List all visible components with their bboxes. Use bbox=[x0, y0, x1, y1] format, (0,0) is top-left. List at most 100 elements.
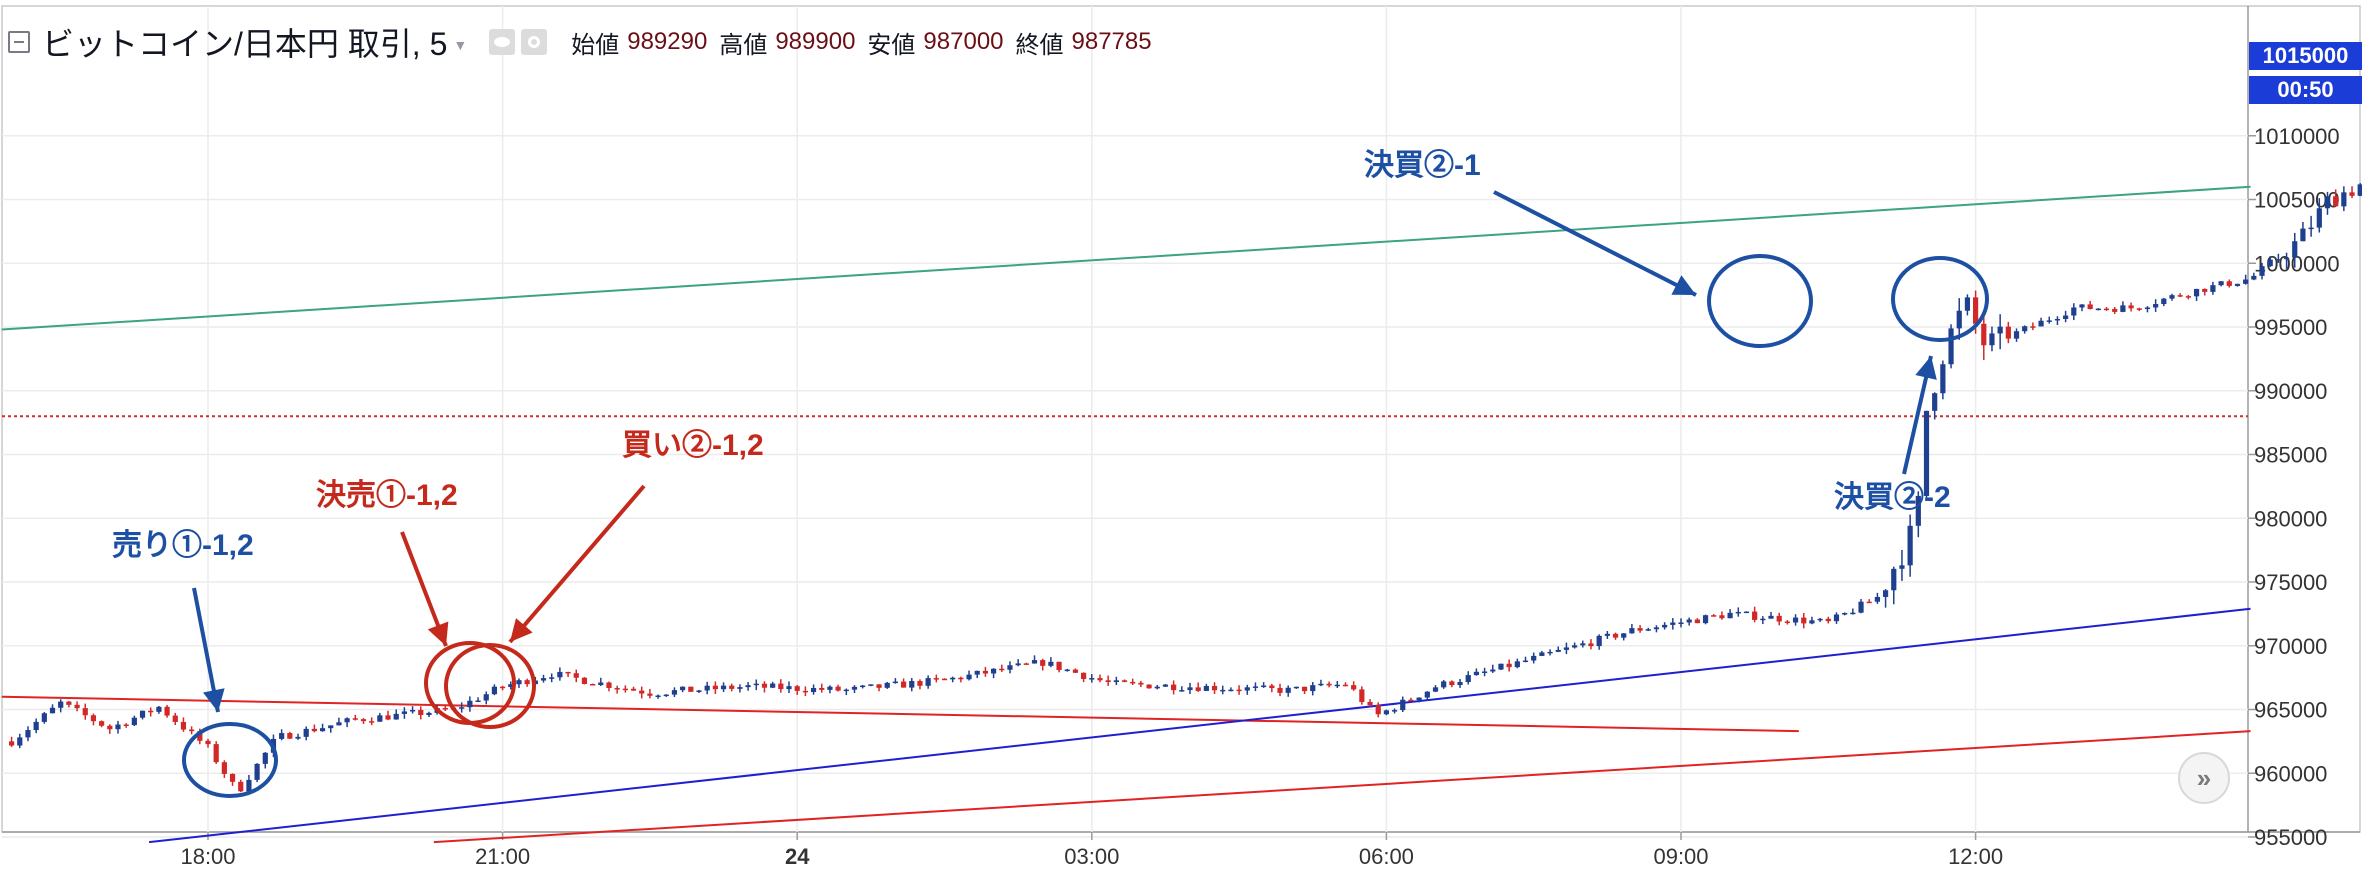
candle-body bbox=[2218, 281, 2224, 286]
candle-body bbox=[213, 744, 219, 763]
time-tick-label: 24 bbox=[785, 844, 810, 869]
trendline[interactable] bbox=[1, 185, 2251, 331]
candle-body bbox=[311, 728, 317, 732]
collapse-icon[interactable] bbox=[8, 31, 30, 53]
candle-body bbox=[982, 670, 989, 674]
candle-body bbox=[1179, 690, 1185, 692]
candle-body bbox=[1023, 663, 1029, 665]
candle-body bbox=[1612, 633, 1619, 638]
candle-body bbox=[1171, 684, 1177, 691]
candle-body bbox=[1473, 671, 1480, 676]
price-tick-label: 985000 bbox=[2254, 443, 2327, 468]
candle-body bbox=[1923, 410, 1930, 496]
candle-body bbox=[74, 704, 80, 709]
time-tick-label: 18:00 bbox=[180, 844, 235, 869]
candle-body bbox=[1907, 525, 1913, 566]
candle-body bbox=[2169, 295, 2175, 299]
gear-icon[interactable] bbox=[521, 29, 548, 55]
candle-body bbox=[1964, 297, 1971, 311]
candle-body bbox=[1792, 617, 1799, 623]
candle-body bbox=[1842, 612, 1848, 615]
candle-body bbox=[58, 701, 64, 708]
candle-body bbox=[1228, 689, 1234, 692]
candle-body bbox=[2112, 308, 2118, 312]
candle-body bbox=[1768, 615, 1774, 619]
candle-body bbox=[1531, 655, 1537, 661]
candle-body bbox=[1391, 710, 1398, 712]
candle-body bbox=[581, 677, 588, 685]
candle-body bbox=[385, 715, 391, 720]
candle-body bbox=[189, 729, 195, 732]
candle-body bbox=[2292, 241, 2298, 258]
candle-body bbox=[1735, 611, 1741, 614]
candle-body bbox=[148, 710, 154, 713]
time-tick-label: 12:00 bbox=[1948, 844, 2003, 869]
candle-body bbox=[1899, 565, 1905, 569]
candle-body bbox=[974, 670, 980, 675]
candle-body bbox=[491, 686, 498, 695]
candle-body bbox=[2103, 308, 2110, 311]
candle-body bbox=[1203, 686, 1209, 691]
candle-body bbox=[1351, 685, 1357, 690]
candle-body bbox=[1653, 627, 1660, 630]
candle-body bbox=[753, 683, 759, 686]
candle-body bbox=[2136, 308, 2142, 310]
candle-body bbox=[1833, 614, 1840, 622]
candle-body bbox=[360, 719, 367, 722]
symbol-title[interactable]: ビットコイン/日本円 取引, 5 bbox=[42, 26, 448, 62]
candle-body bbox=[663, 694, 669, 697]
annotation-arrow-buy-2 bbox=[508, 484, 646, 644]
trendline[interactable] bbox=[148, 607, 2251, 844]
candle-body bbox=[712, 685, 718, 690]
candle-body bbox=[1383, 710, 1389, 715]
trendline[interactable] bbox=[1, 695, 1799, 733]
candle-body bbox=[884, 682, 890, 688]
candle-body bbox=[933, 678, 939, 680]
candle-body bbox=[2202, 288, 2208, 292]
candle-body bbox=[1801, 617, 1807, 624]
trendline[interactable] bbox=[433, 730, 2251, 844]
candle-body bbox=[655, 695, 661, 698]
candle-body bbox=[508, 684, 514, 687]
candle-body bbox=[941, 678, 948, 681]
candle-body bbox=[1645, 629, 1651, 631]
candle-body bbox=[1146, 684, 1152, 689]
candle-body bbox=[835, 686, 841, 691]
annotation-circle-buy-2 bbox=[444, 643, 536, 729]
candle-body bbox=[1416, 697, 1422, 701]
high-value: 989900 bbox=[775, 28, 856, 55]
candle-body bbox=[1686, 619, 1692, 623]
candle-body bbox=[1596, 635, 1602, 647]
scroll-to-realtime-button[interactable]: » bbox=[2178, 752, 2230, 804]
candle-body bbox=[2013, 331, 2020, 339]
price-tick-label: 980000 bbox=[2254, 506, 2327, 531]
candle-body bbox=[409, 709, 416, 712]
candle-body bbox=[2275, 259, 2281, 261]
time-tick-label: 06:00 bbox=[1359, 844, 1414, 869]
chevron-down-icon[interactable]: ▼ bbox=[453, 37, 468, 53]
candle-body bbox=[9, 741, 15, 746]
candle-body bbox=[1072, 669, 1079, 673]
candle-body bbox=[2234, 283, 2241, 286]
candle-body bbox=[82, 708, 88, 716]
candle-body bbox=[1580, 643, 1586, 646]
candle-body bbox=[737, 687, 743, 689]
candle-body bbox=[1891, 568, 1897, 591]
candle-body bbox=[1604, 633, 1610, 636]
candle-body bbox=[1882, 590, 1889, 597]
candle-body bbox=[1555, 649, 1561, 652]
candle-body bbox=[99, 721, 105, 726]
candle-body bbox=[1694, 619, 1700, 624]
annotation-sell-1: 売り①-1,2 bbox=[112, 529, 254, 562]
candle-body bbox=[1441, 681, 1447, 688]
candle-body bbox=[1121, 680, 1128, 682]
annotation-circle-sell-1 bbox=[182, 722, 278, 798]
price-tick-label: 990000 bbox=[2254, 379, 2327, 404]
eye-icon[interactable] bbox=[489, 29, 516, 55]
candle-body bbox=[1940, 364, 1946, 394]
annotation-buy-2: 買い②-1,2 bbox=[622, 429, 764, 462]
candle-body bbox=[2038, 320, 2044, 327]
candle-body bbox=[1089, 678, 1095, 680]
